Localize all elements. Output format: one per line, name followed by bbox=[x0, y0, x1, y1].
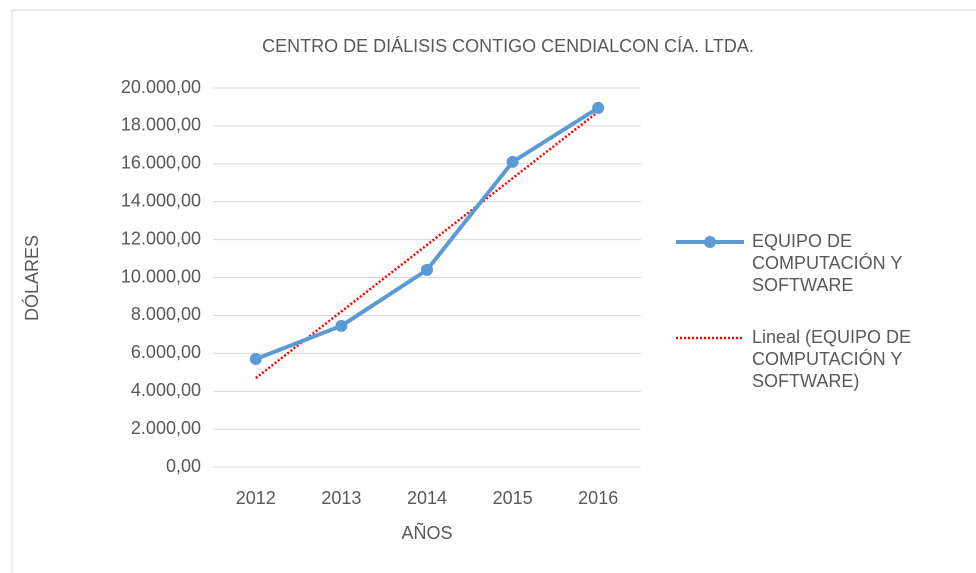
legend-label: Lineal (EQUIPO DE COMPUTACIÓN Y SOFTWARE… bbox=[752, 327, 912, 391]
x-tick-label: 2016 bbox=[578, 488, 618, 508]
x-axis-label: AÑOS bbox=[401, 522, 452, 543]
y-tick-label: 14.000,00 bbox=[121, 190, 201, 210]
y-axis-label: DÓLARES bbox=[21, 235, 42, 321]
y-tick-label: 20.000,00 bbox=[121, 77, 201, 97]
y-tick-label: 16.000,00 bbox=[121, 153, 201, 173]
point bbox=[592, 101, 605, 114]
x-tick-label: 2014 bbox=[407, 488, 447, 508]
point bbox=[249, 352, 262, 365]
y-tick-label: 10.000,00 bbox=[121, 266, 201, 286]
x-tick-label: 2012 bbox=[236, 488, 276, 508]
legend-label: EQUIPO DE COMPUTACIÓN Y SOFTWARE bbox=[752, 231, 903, 295]
point bbox=[506, 155, 519, 168]
x-tick-label: 2013 bbox=[321, 488, 361, 508]
point bbox=[335, 319, 348, 332]
chart-frame bbox=[11, 9, 976, 573]
chart-title: CENTRO DE DIÁLISIS CONTIGO CENDIALCON CÍ… bbox=[262, 36, 754, 56]
legend-marker bbox=[704, 236, 716, 248]
y-tick-label: 6.000,00 bbox=[131, 342, 201, 362]
point bbox=[421, 263, 433, 276]
y-tick-label: 8.000,00 bbox=[131, 304, 201, 324]
trend-line bbox=[255, 110, 599, 380]
y-tick-label: 18.000,00 bbox=[121, 115, 201, 135]
y-tick-label: 0,00 bbox=[166, 456, 201, 476]
x-tick-label: 2015 bbox=[493, 488, 533, 508]
y-tick-label: 12.000,00 bbox=[121, 228, 201, 248]
y-tick-label: 4.000,00 bbox=[131, 380, 201, 400]
y-tick-label: 2.000,00 bbox=[131, 418, 201, 438]
